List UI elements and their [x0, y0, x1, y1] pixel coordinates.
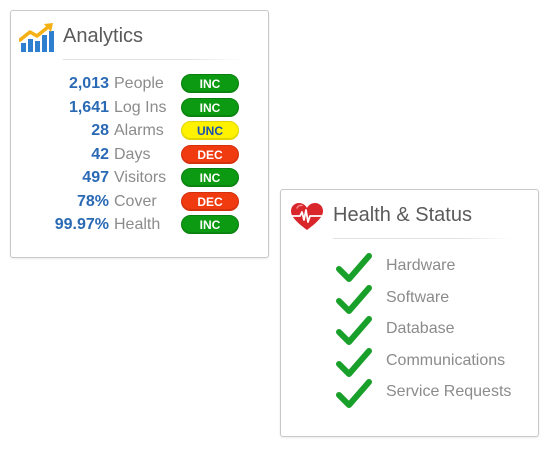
heartbeat-heart-icon — [291, 203, 323, 230]
stat-value: 497 — [82, 169, 109, 186]
stat-value: 78% — [76, 192, 109, 210]
analytics-header: Analytics — [19, 19, 260, 60]
stat-value: 2,013 — [68, 75, 109, 92]
health-title: Health & Status — [333, 204, 472, 226]
stat-label: People — [114, 75, 164, 92]
header-divider — [63, 59, 243, 60]
check-icon — [336, 253, 372, 282]
stat-row-alarms: 28 Alarms UNC — [11, 120, 270, 142]
stat-row-log-ins: 1,641 Log Ins INC — [11, 97, 270, 119]
stat-value: 42 — [91, 145, 109, 163]
status-badge: UNC — [181, 121, 239, 140]
stat-value: 99.97% — [54, 216, 109, 233]
health-header: Health & Status — [289, 198, 530, 239]
status-badge: INC — [181, 74, 239, 93]
check-row-service-requests: Service Requests — [281, 378, 540, 410]
check-label: Hardware — [386, 257, 456, 274]
stat-row-health: 99.97% Health INC — [11, 214, 270, 236]
check-icon — [336, 347, 372, 377]
stat-row-people: 2,013 People INC — [11, 73, 270, 95]
stat-label: Health — [114, 216, 161, 233]
health-status-card: Health & Status Hardware Software Databa… — [280, 189, 539, 437]
header-divider — [333, 238, 513, 239]
stat-row-cover: 78% Cover DEC — [11, 191, 270, 213]
stat-label: Log Ins — [114, 98, 167, 116]
status-badge: INC — [181, 215, 239, 234]
check-row-software: Software — [281, 284, 540, 316]
trending-up-chart-icon — [19, 23, 54, 52]
status-badge: INC — [181, 97, 239, 117]
stat-value: 1,641 — [68, 98, 109, 116]
check-label: Software — [386, 288, 450, 306]
status-badge: INC — [181, 168, 239, 187]
analytics-card: Analytics 2,013 People INC 1,641 Log Ins… — [10, 10, 269, 258]
stat-label: Visitors — [114, 169, 167, 186]
check-row-communications: Communications — [281, 347, 540, 379]
stat-label: Cover — [114, 192, 157, 210]
check-row-database: Database — [281, 315, 540, 347]
check-label: Database — [386, 320, 455, 337]
check-icon — [336, 316, 372, 345]
check-icon — [336, 284, 372, 314]
stat-label: Days — [114, 145, 151, 163]
stat-value: 28 — [91, 122, 109, 139]
check-label: Communications — [386, 351, 506, 369]
status-badge: DEC — [181, 144, 239, 164]
status-badge: DEC — [181, 191, 239, 211]
check-label: Service Requests — [386, 383, 512, 400]
analytics-title: Analytics — [63, 25, 144, 47]
check-icon — [336, 379, 372, 408]
stat-label: Alarms — [114, 122, 164, 139]
stat-row-days: 42 Days DEC — [11, 144, 270, 166]
stat-row-visitors: 497 Visitors INC — [11, 167, 270, 189]
check-row-hardware: Hardware — [281, 252, 540, 284]
